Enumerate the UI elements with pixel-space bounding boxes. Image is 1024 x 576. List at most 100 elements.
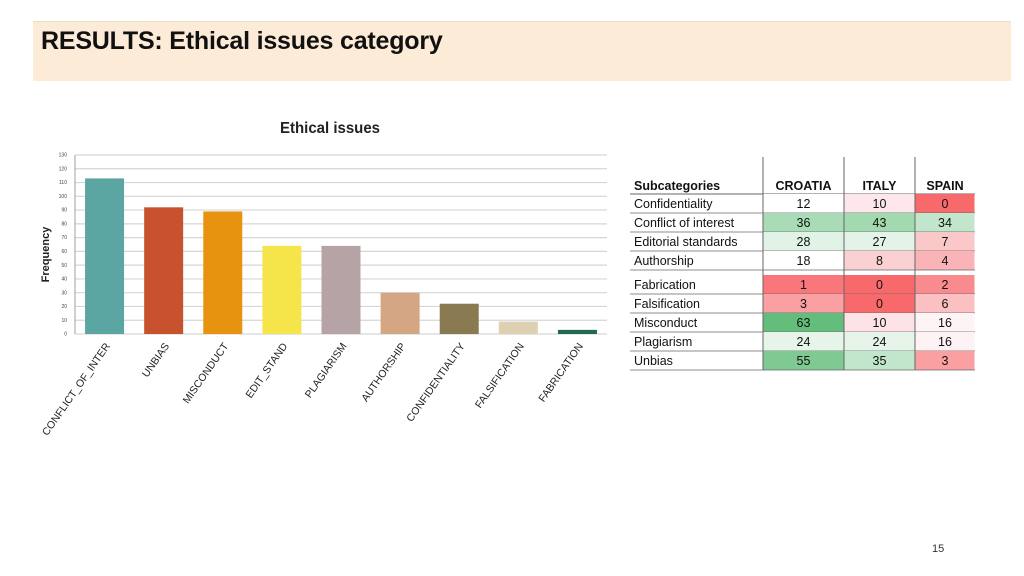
y-tick-label: 90 [61,208,67,214]
y-tick-label: 60 [61,249,67,255]
table-cell-bg [844,294,915,313]
table-cell-bg [763,313,844,332]
table-cell-value: 3 [800,297,807,311]
table-row-label: Editorial standards [634,235,738,249]
table-row-label: Misconduct [634,316,698,330]
table-cell-value: 27 [873,235,887,249]
table-row-label: Conflict of interest [634,216,735,230]
table-cell-value: 0 [876,297,883,311]
x-tick-label: CONFIDENTIALITY [404,341,467,424]
bar-conflict-of-inter [85,178,125,334]
x-tick-label: FALSIFICATION [473,341,527,411]
table-cell-value: 24 [797,335,811,349]
x-tick-label: UNBIAS [140,341,172,380]
table-header-italy: ITALY [862,179,897,193]
title-band: RESULTS: Ethical issues category [33,21,1011,81]
table-cell-bg [915,232,975,251]
bar-plagiarism [321,245,361,334]
table-cell-value: 24 [873,335,887,349]
table-cell-bg [915,213,975,232]
table-cell-bg [763,332,844,351]
table-cell-value: 10 [873,197,887,211]
y-tick-label: 80 [61,221,67,227]
table-cell-value: 7 [942,235,949,249]
table-row-label: Unbias [634,354,673,368]
table-cell-bg [915,351,975,370]
table-cell-value: 3 [942,354,949,368]
ethical-issues-chart: Ethical issues 0 10 20 30 40 50 60 70 80 90 100 110 1… [40,120,607,439]
table-cell-bg [915,194,975,213]
table-cell-bg [844,332,915,351]
table-cell-bg [763,213,844,232]
table-cell-bg [844,213,915,232]
bar-authorship [380,292,420,334]
y-tick-label: 0 [64,332,67,338]
table-row-label: Confidentiality [634,197,713,211]
table-row-label: Plagiarism [634,335,692,349]
table-cell-value: 43 [873,216,887,230]
y-tick-label: 130 [59,153,68,159]
bar-misconduct [203,211,243,334]
x-tick-label: CONFLICT_OF_INTER [40,341,113,439]
table-cell-bg [844,351,915,370]
table-cell-bg [763,294,844,313]
table-cell-bg [915,275,975,294]
bar-edit-stand [262,245,302,334]
y-tick-label: 10 [61,318,67,324]
y-tick-label: 70 [61,235,67,241]
x-tick-label: MISCONDUCT [181,340,232,406]
table-row-label: Falsification [634,297,700,311]
table-cell-bg [844,275,915,294]
table-row-label: Authorship [634,254,694,268]
table-cell-value: 18 [797,254,811,268]
table-cell-value: 12 [797,197,811,211]
bar-fabrication [557,329,597,334]
table-cell-value: 63 [797,316,811,330]
y-tick-label: 110 [59,180,67,186]
table-cell-value: 35 [873,354,887,368]
table-cell-bg [844,251,915,270]
table-cell-bg [763,194,844,213]
table-cell-bg [844,194,915,213]
table-cell-bg [915,294,975,313]
bar-confidentiality [439,303,479,334]
table-header-croatia: CROATIA [775,179,831,193]
page-title: RESULTS: Ethical issues category [41,27,443,55]
table-cell-bg [915,332,975,351]
table-cell-bg [763,275,844,294]
table-cell-bg [915,251,975,270]
table-cell-bg [763,251,844,270]
y-tick-label: 40 [61,277,67,283]
table-cell-bg [915,313,975,332]
table-cell-value: 4 [942,254,949,268]
y-tick-label: 50 [61,263,67,269]
table-cell-value: 1 [800,278,807,292]
table-cell-value: 28 [797,235,811,249]
x-tick-label: PLAGIARISM [303,341,350,400]
y-tick-label: 20 [61,304,67,310]
table-cell-value: 36 [797,216,811,230]
bar-falsification [498,321,538,334]
table-cell-bg [763,351,844,370]
table-header-subcategories: Subcategories [634,179,720,193]
table-cell-value: 10 [873,316,887,330]
y-axis-label: Frequency [40,226,52,283]
y-tick-label: 100 [59,194,68,200]
table-cell-value: 6 [942,297,949,311]
table-cell-bg [844,313,915,332]
y-tick-label: 30 [61,290,67,296]
table-cell-bg [844,232,915,251]
table-cell-value: 16 [938,335,952,349]
table-header-spain: SPAIN [926,179,963,193]
y-tick-label: 120 [59,166,68,172]
table-row-label: Fabrication [634,278,696,292]
table-cell-value: 34 [938,216,952,230]
table-cell-value: 16 [938,316,952,330]
table-cell-value: 0 [942,197,949,211]
table-cell-value: 55 [797,354,811,368]
bar-unbias [144,207,184,334]
x-tick-label: EDIT_STAND [243,341,290,401]
x-tick-label: AUTHORSHIP [359,341,408,404]
table-cell-bg [763,232,844,251]
